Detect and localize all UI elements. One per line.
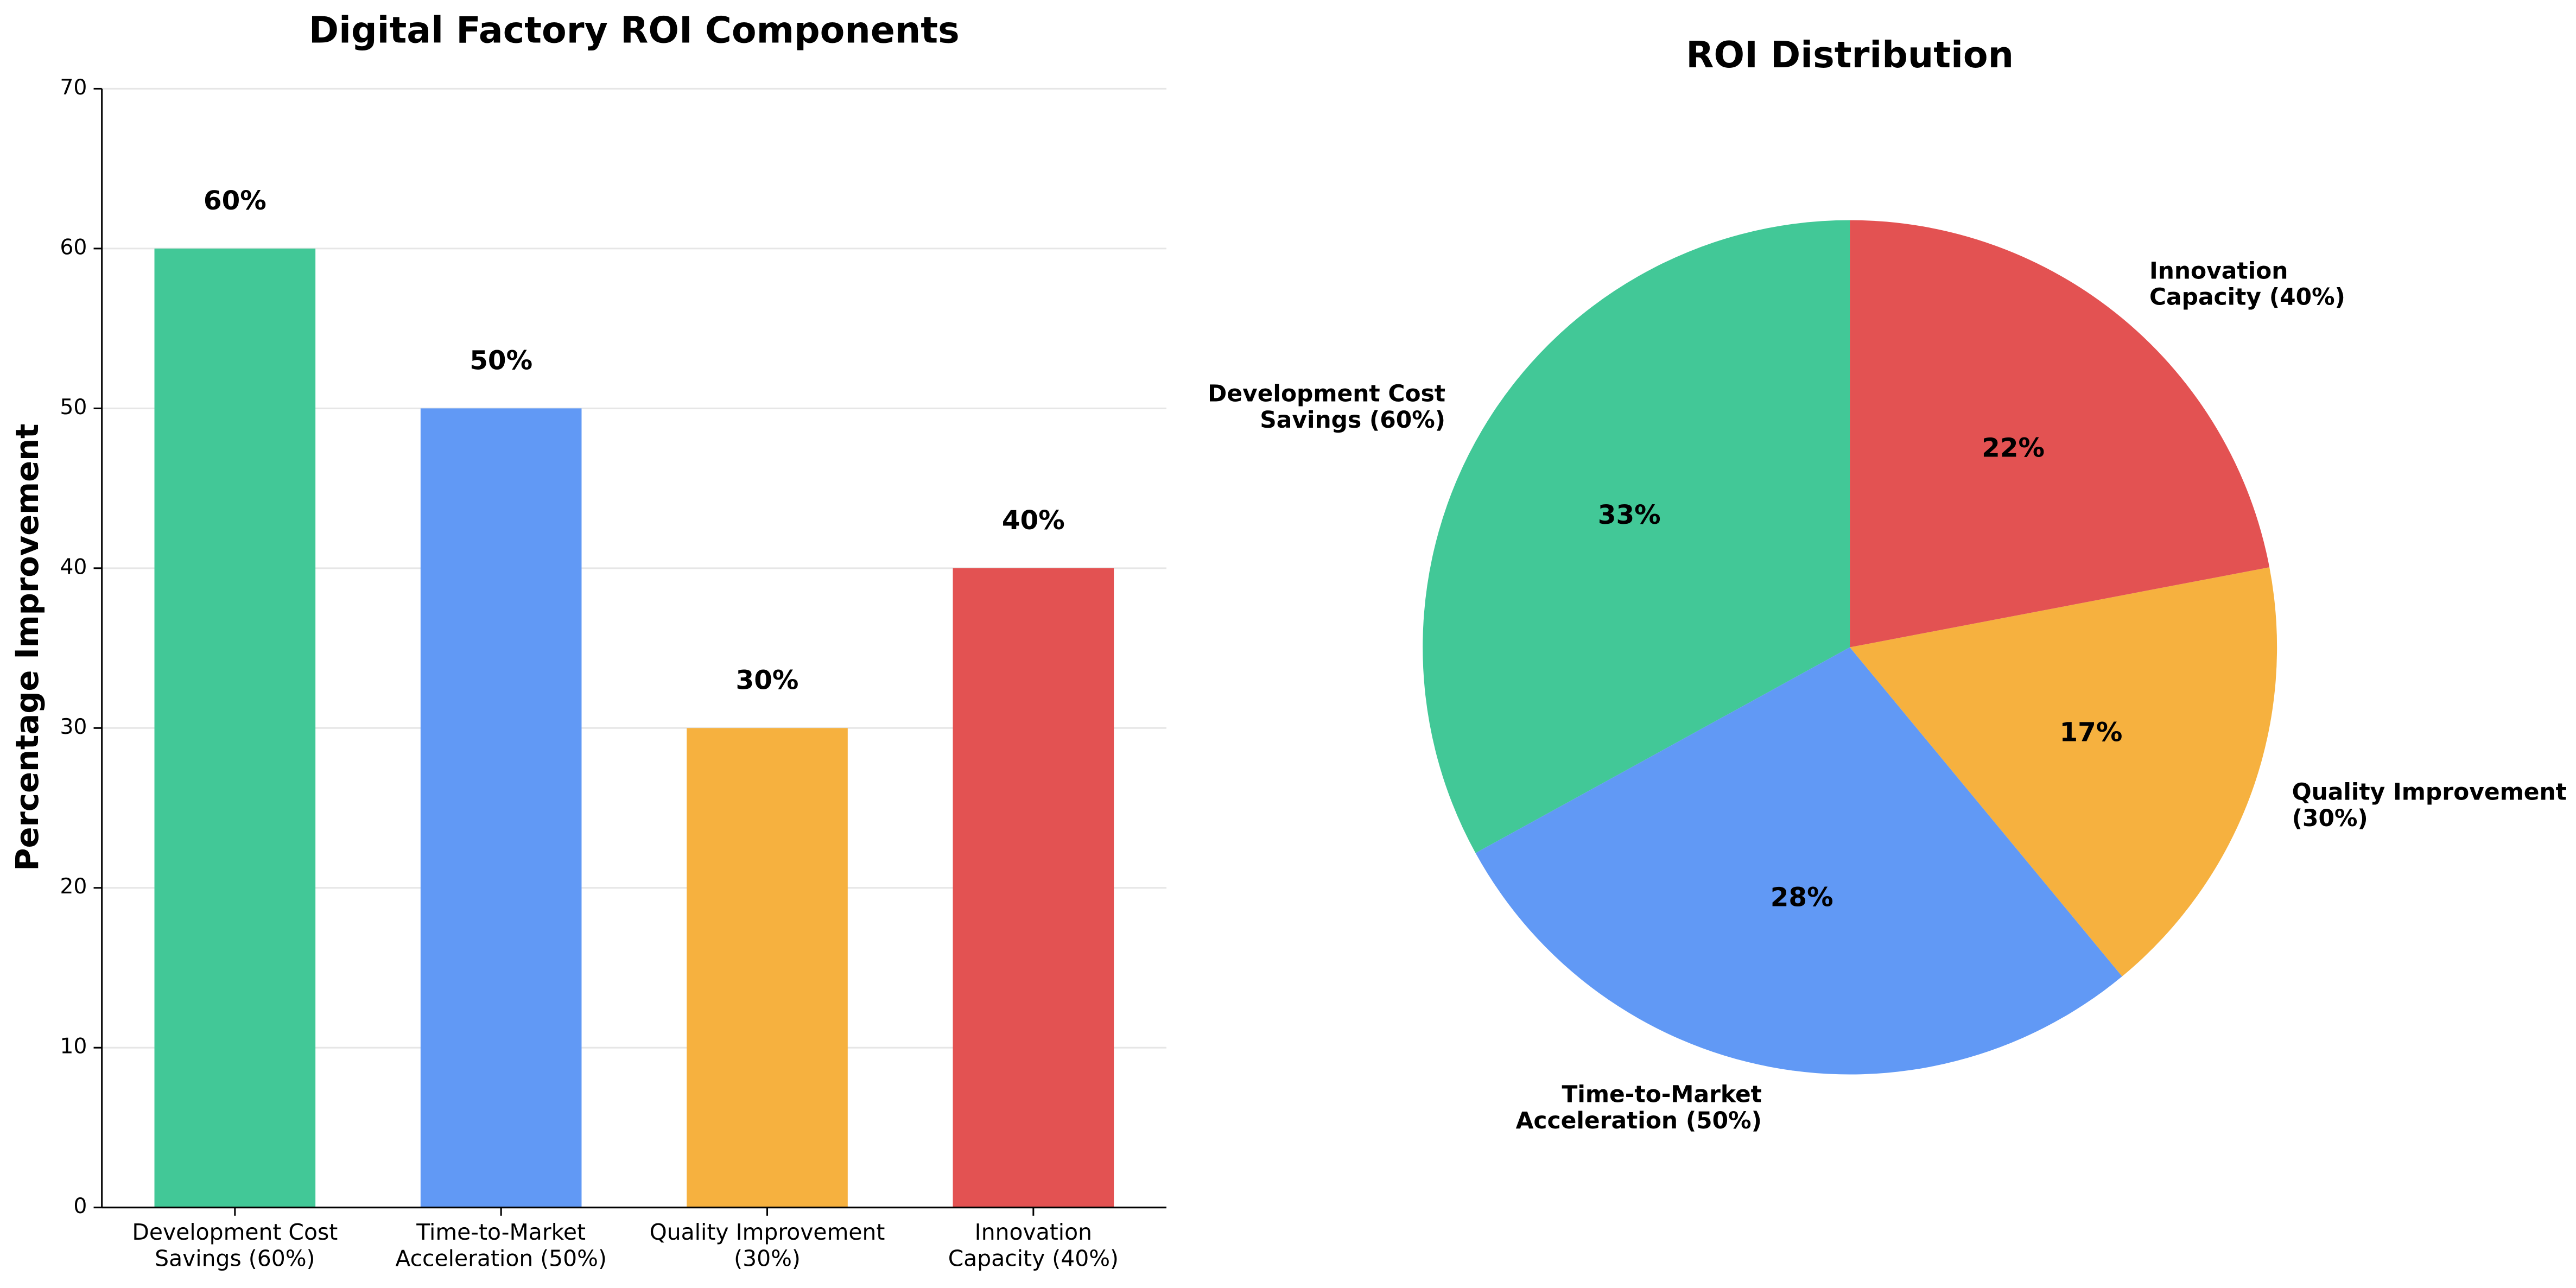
bar xyxy=(687,728,848,1208)
x-tick-label: Quality Improvement (30%) xyxy=(650,1219,885,1271)
bar xyxy=(953,568,1114,1208)
chart-title: Digital Factory ROI Components xyxy=(309,9,960,52)
y-axis-label: Percentage Improvement xyxy=(9,423,46,871)
slice-label: Development Cost Savings (60%) xyxy=(1208,380,1445,433)
pie-slice xyxy=(1850,220,2270,648)
slice-label: Time-to-Market Acceleration (50%) xyxy=(1516,1081,1762,1133)
value-label: 50% xyxy=(469,346,532,376)
x-tick-label: Development Cost Savings (60%) xyxy=(132,1219,338,1271)
y-tick-label: 0 xyxy=(73,1194,87,1219)
value-label: 30% xyxy=(736,665,799,696)
y-tick-label: 40 xyxy=(60,554,87,579)
y-tick-label: 20 xyxy=(60,874,87,899)
slice-label: Innovation Capacity (40%) xyxy=(2149,257,2345,310)
x-tick-label: Time-to-Market Acceleration (50%) xyxy=(395,1219,607,1271)
percent-label: 28% xyxy=(1771,882,1833,912)
y-tick-label: 60 xyxy=(60,234,87,259)
y-tick-label: 50 xyxy=(60,395,87,420)
chart-title: ROI Distribution xyxy=(1686,34,2014,76)
y-tick-label: 70 xyxy=(60,75,87,100)
value-label: 60% xyxy=(204,186,267,216)
value-label: 40% xyxy=(1002,505,1065,536)
pie-slice xyxy=(1423,220,1850,853)
slice-label: Quality Improvement (30%) xyxy=(2292,778,2567,831)
percent-label: 33% xyxy=(1598,500,1661,530)
y-tick-label: 30 xyxy=(60,714,87,739)
pie-slice xyxy=(1475,647,2122,1075)
y-tick-label: 10 xyxy=(60,1034,87,1059)
bar xyxy=(420,408,582,1208)
percent-label: 17% xyxy=(2059,717,2122,747)
percent-label: 22% xyxy=(1982,433,2045,464)
x-tick-label: Innovation Capacity (40%) xyxy=(948,1219,1119,1271)
pie-slice xyxy=(1850,567,2277,976)
bar xyxy=(154,248,316,1208)
